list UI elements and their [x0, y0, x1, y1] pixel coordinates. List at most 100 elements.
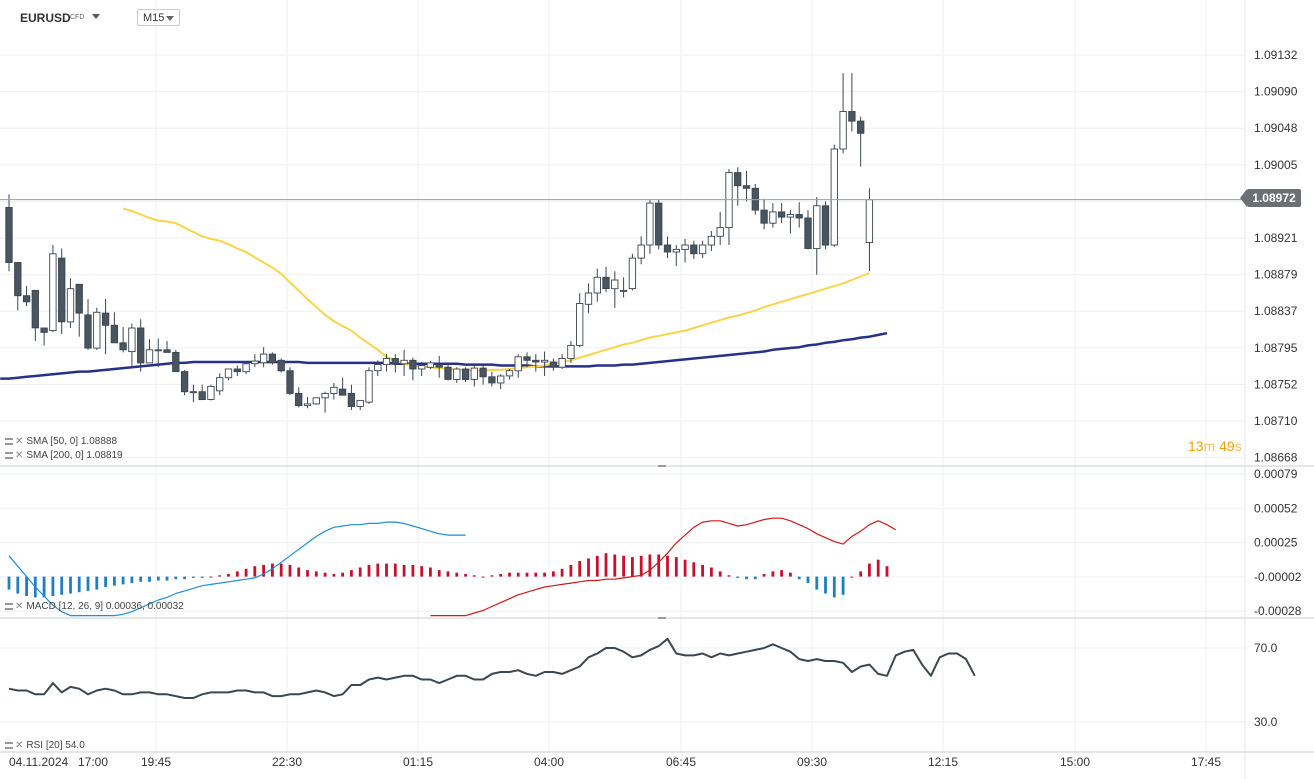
macd-hist-pos [762, 574, 766, 577]
macd-hist-pos [516, 572, 520, 577]
macd-hist-pos [271, 563, 274, 577]
macd-hist-pos [437, 570, 441, 577]
bull-candle [716, 227, 724, 237]
close-icon[interactable]: ✕ [15, 436, 24, 447]
macd-hist-neg [51, 576, 55, 597]
bull-candle [619, 289, 628, 292]
symbol-label[interactable]: EURUSD [20, 11, 71, 25]
legend-rsi-text: RSI [20] 54.0 [26, 740, 85, 751]
bull-candle [593, 276, 601, 294]
macd-hist-neg [60, 576, 64, 595]
macd-hist-pos [367, 564, 371, 577]
macd-hist-pos [534, 572, 538, 577]
bear-candle [760, 209, 768, 224]
legend-sma50-text: SMA [50, 0] 1.08888 [26, 436, 118, 447]
signal-line [8, 521, 466, 617]
bear-candle [479, 367, 487, 378]
macd-hist-pos [455, 572, 459, 577]
macd-hist-pos [244, 568, 248, 577]
legend-sma200-text: SMA [200, 0] 1.08819 [26, 450, 123, 461]
bull-candle [698, 244, 707, 255]
bear-candle [137, 327, 145, 364]
legend-rsi[interactable]: ✕ RSI [20] 54.0 [5, 740, 85, 751]
bull-candle [540, 359, 549, 363]
bear-candle [857, 120, 865, 134]
close-icon[interactable]: ✕ [15, 601, 24, 612]
close-icon[interactable]: ✕ [15, 740, 24, 751]
bull-candle [505, 370, 514, 377]
bear-candle [655, 202, 663, 246]
countdown-minutes: 13 [1188, 438, 1204, 454]
bull-candle [242, 363, 250, 373]
bull-candle [681, 244, 689, 250]
bull-candle [145, 349, 154, 364]
macd-hist-pos [385, 563, 388, 577]
bear-candle [409, 359, 417, 370]
macd-hist-pos [604, 553, 608, 577]
price-tick-label: 1.09048 [1254, 121, 1298, 135]
macd-hist-pos [490, 575, 494, 577]
bull-candle [672, 248, 680, 253]
rsi-panel [8, 637, 976, 699]
bear-candle [777, 211, 786, 218]
bear-candle [110, 324, 119, 344]
menu-icon[interactable] [5, 438, 13, 445]
x-tick-label: 04.11.2024 [9, 755, 68, 769]
sma50-line [122, 207, 870, 372]
macd-hist-pos [543, 572, 546, 577]
macd-hist-pos [464, 574, 467, 577]
macd-hist-pos [341, 572, 344, 577]
macd-hist-pos [499, 574, 503, 577]
macd-hist-neg [806, 576, 810, 584]
bear-candle [163, 349, 171, 353]
close-icon[interactable]: ✕ [15, 450, 24, 461]
symbol-type: CFD [70, 14, 85, 21]
bear-candle [391, 358, 399, 365]
legend-macd[interactable]: ✕ MACD [12, 26, 9] 0.00036, 0.00032 [5, 601, 184, 612]
bull-candle [497, 375, 505, 384]
bear-candle [75, 283, 83, 314]
macd-hist-pos [868, 563, 871, 577]
bear-candle [804, 217, 812, 249]
macd-hist-neg [130, 576, 134, 584]
macd-hist-neg [7, 576, 11, 590]
bear-candle [268, 353, 277, 364]
macd-tick-label: 0.00025 [1254, 536, 1298, 550]
macd-hist-pos [710, 567, 713, 577]
timeframe-value: M15 [143, 12, 165, 24]
bear-candle [58, 257, 66, 323]
bear-candle [602, 276, 610, 290]
bull-candle [216, 377, 224, 392]
menu-icon[interactable] [5, 452, 13, 459]
macd-hist-pos [552, 571, 555, 577]
bull-candle [321, 392, 329, 399]
macd-tick-label: 0.00052 [1254, 501, 1298, 515]
bear-candle [40, 327, 48, 333]
menu-icon[interactable] [5, 603, 13, 610]
bear-candle [277, 359, 285, 372]
macd-hist-pos [350, 570, 353, 577]
price-tick-label: 1.08668 [1254, 451, 1298, 465]
legend-sma50[interactable]: ✕ SMA [50, 0] 1.08888 [5, 436, 117, 447]
bull-candle [330, 386, 338, 394]
macd-hist-pos [429, 567, 432, 577]
bull-candle [154, 349, 162, 352]
macd-tick-label: -0.00028 [1254, 604, 1302, 618]
x-tick-label: 19:45 [141, 755, 171, 769]
panel-resize-handle [658, 617, 666, 619]
macd-hist-pos [718, 571, 722, 577]
timeframe-select[interactable]: M15 [137, 9, 180, 26]
bull-candle [865, 199, 874, 243]
price-tick-label: 1.08837 [1254, 304, 1298, 318]
symbol-dropdown-icon[interactable] [92, 14, 100, 19]
macd-hist-pos [885, 566, 889, 577]
menu-icon[interactable] [5, 742, 13, 749]
macd-hist-pos [262, 564, 265, 577]
macd-hist-pos [622, 555, 625, 577]
legend-sma200[interactable]: ✕ SMA [200, 0] 1.08819 [5, 450, 123, 461]
x-tick-label: 17:00 [78, 755, 108, 769]
bull-candle [426, 362, 435, 368]
x-tick-label: 09:30 [797, 755, 827, 769]
bear-candle [14, 262, 22, 297]
